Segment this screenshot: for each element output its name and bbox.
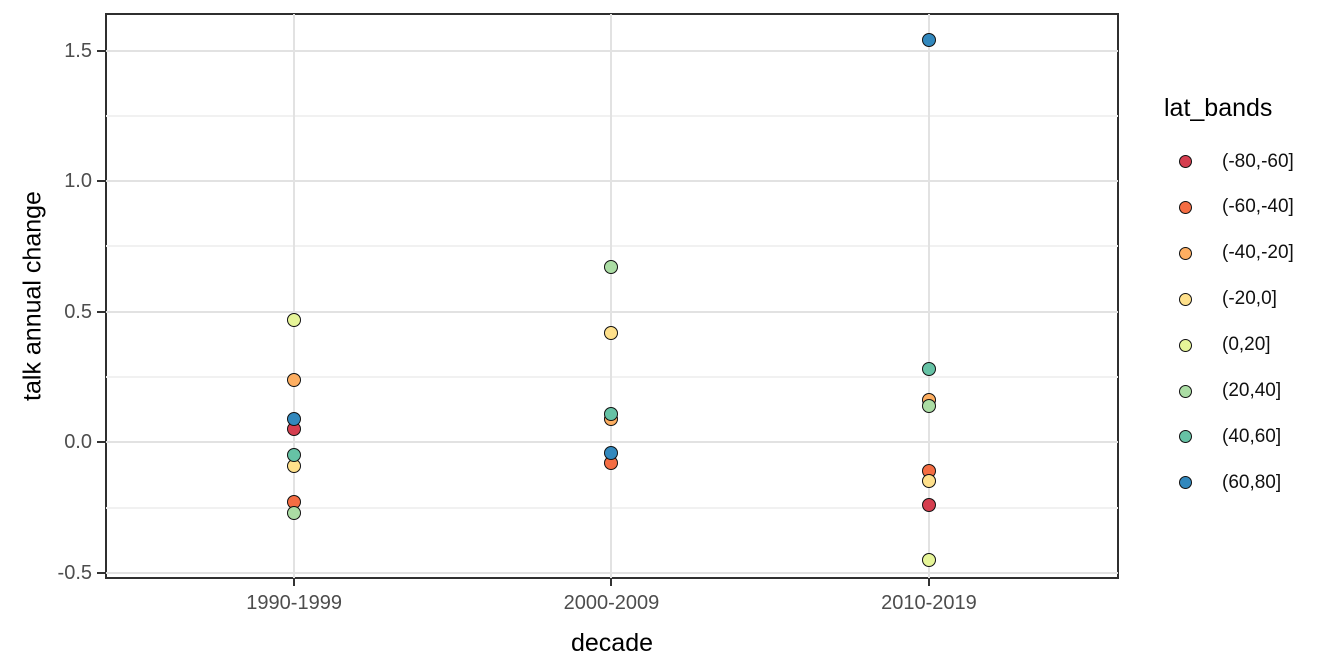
y-tick-label: 1.0: [64, 170, 92, 193]
legend-key-icon: [1179, 430, 1192, 444]
y-tick-mark: [97, 571, 105, 574]
data-point: [604, 406, 619, 421]
data-point: [287, 411, 302, 426]
legend-item-label: (60,80]: [1222, 471, 1282, 493]
legend-key-icon: [1179, 384, 1192, 398]
legend-item: (-40,-20]: [1179, 242, 1294, 264]
data-point: [604, 260, 619, 275]
legend-key-icon: [1179, 476, 1192, 490]
data-point: [287, 312, 302, 327]
legend-item-label: (-60,-40]: [1222, 196, 1294, 218]
data-point: [921, 33, 936, 48]
legend-item: (-80,-60]: [1179, 151, 1294, 173]
legend-key-icon: [1179, 292, 1192, 306]
y-tick-mark: [97, 441, 105, 444]
data-point: [921, 398, 936, 413]
y-tick-label: 1.5: [64, 39, 92, 62]
y-tick-mark: [97, 49, 105, 52]
data-point: [287, 505, 302, 520]
data-point: [604, 325, 619, 340]
x-tick-mark: [927, 579, 930, 586]
x-axis-title: decade: [570, 629, 654, 657]
legend-key-icon: [1179, 246, 1192, 260]
major-gridline-v: [610, 14, 613, 578]
legend-item-label: (-20,0]: [1222, 288, 1277, 310]
data-point: [287, 448, 302, 463]
data-point: [921, 362, 936, 377]
legend-item: (-60,-40]: [1179, 196, 1294, 218]
y-tick-mark: [97, 310, 105, 313]
major-gridline-v: [927, 14, 930, 578]
legend-item: (40,60]: [1179, 426, 1281, 448]
legend-item: (60,80]: [1179, 472, 1281, 494]
legend-item: (-20,0]: [1179, 288, 1277, 310]
y-tick-label: 0.5: [64, 300, 92, 323]
y-axis-title: talk annual change: [18, 191, 47, 401]
major-gridline-v: [293, 14, 296, 578]
x-tick-label: 1990-1999: [246, 592, 342, 614]
data-point: [921, 552, 936, 567]
y-tick-label: 0.0: [64, 431, 92, 454]
legend-key-icon: [1179, 200, 1192, 214]
x-tick-mark: [610, 579, 613, 586]
legend-item-label: (40,60]: [1222, 425, 1282, 447]
legend-key-icon: [1179, 155, 1192, 168]
data-point: [921, 497, 936, 512]
x-tick-label: 2010-2019: [881, 592, 977, 614]
data-point: [921, 474, 936, 489]
y-tick-label: -0.5: [57, 561, 92, 584]
legend-item-label: (20,40]: [1222, 380, 1282, 401]
legend-item: (20,40]: [1179, 380, 1281, 402]
legend-item-label: (0,20]: [1222, 334, 1271, 356]
legend-title: lat_bands: [1164, 94, 1273, 122]
legend-key-icon: [1179, 338, 1192, 352]
legend-item-label: (-80,-60]: [1222, 150, 1294, 172]
legend-item-label: (-40,-20]: [1222, 242, 1294, 264]
plot-area: [106, 14, 1118, 578]
data-point: [604, 445, 619, 460]
legend-item: (0,20]: [1179, 334, 1271, 356]
y-tick-mark: [97, 180, 105, 183]
x-tick-label: 2000-2009: [563, 592, 660, 614]
x-tick-mark: [293, 579, 296, 586]
data-point: [287, 372, 302, 387]
